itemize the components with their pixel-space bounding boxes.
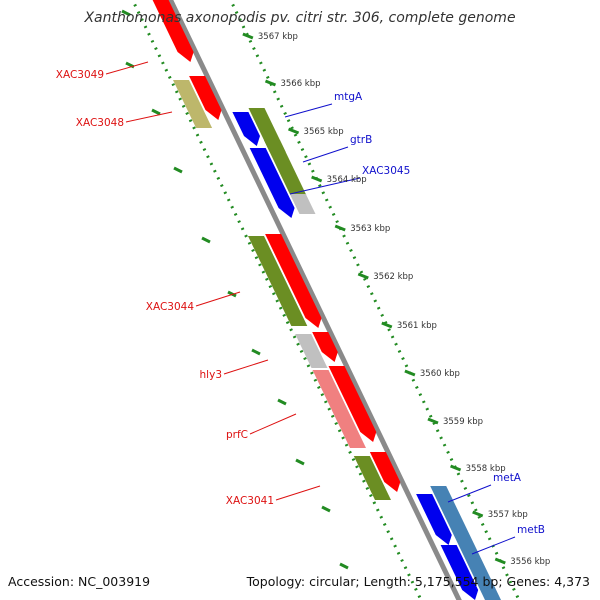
leader-line <box>249 413 297 435</box>
inner-tick <box>121 9 131 17</box>
scale-tick-label: 3558 kbp <box>466 464 506 474</box>
gene-red <box>328 366 377 442</box>
scale-tick <box>357 272 369 280</box>
scale-tick-label: 3566 kbp <box>280 79 320 89</box>
scale-tick <box>264 79 277 87</box>
inner-tick <box>151 108 161 116</box>
gene-red-long <box>265 234 322 328</box>
gene-xac3044 <box>248 236 308 326</box>
gene-red <box>189 76 222 120</box>
leader-line <box>223 359 269 375</box>
label-leaders <box>105 61 516 555</box>
leader-line <box>105 61 149 75</box>
scale-tick-label: 3560 kbp <box>420 369 460 379</box>
inner-tick <box>277 398 287 406</box>
forward-gene-label: metA <box>493 472 522 484</box>
scale-tick <box>288 127 300 135</box>
accession-label: Accession: NC_003919 <box>8 574 151 589</box>
scale-tick <box>494 557 506 565</box>
gene-meta <box>430 486 501 600</box>
inner-tick <box>339 562 349 570</box>
scale-tick-label: 3561 kbp <box>397 321 437 331</box>
scale-tick-label: 3556 kbp <box>510 557 550 567</box>
scale-tick-label: 3557 kbp <box>488 510 528 520</box>
reverse-gene-label: XAC3048 <box>76 117 124 129</box>
scale-tick-label: 3559 kbp <box>443 417 483 427</box>
leader-line <box>275 485 321 501</box>
forward-gene-label: XAC3045 <box>362 165 410 177</box>
reverse-gene-label: XAC3044 <box>146 301 195 313</box>
leader-line <box>284 103 333 118</box>
genome-summary: Topology: circular; Length: 5,175,554 bp… <box>246 574 590 589</box>
inner-tick <box>295 458 305 466</box>
genome-backbone <box>167 0 462 600</box>
gene-hly3 <box>295 334 328 368</box>
leader-line <box>471 536 516 555</box>
scale-tick-label: 3564 kbp <box>327 175 367 185</box>
leader-line <box>289 177 361 195</box>
reverse-gene-label: XAC3041 <box>226 495 274 507</box>
gene-blue <box>232 112 260 146</box>
map-title: Xanthomonas axonopodis pv. citri str. 30… <box>84 10 516 26</box>
labels: 3567 kbp 3566 kbp 3565 kbp 3564 kbp 3563 kbp… <box>56 32 551 567</box>
scale-tick-label: 3567 kbp <box>258 32 298 42</box>
backbone-line <box>167 0 462 600</box>
scale-tick-label: 3562 kbp <box>373 272 413 282</box>
forward-gene-label: mtgA <box>334 91 363 103</box>
scale-tick <box>242 32 254 40</box>
inner-tick <box>173 166 183 174</box>
reverse-gene-label: hly3 <box>200 369 222 381</box>
scale-tick <box>404 369 416 377</box>
scale-tick <box>381 321 393 329</box>
gene-metb <box>440 545 479 600</box>
reverse-gene-label: XAC3049 <box>56 69 104 81</box>
reverse-gene-label: prfC <box>226 429 248 441</box>
gene-blue <box>416 494 452 545</box>
inner-tick <box>321 505 331 513</box>
scale-ticks <box>121 9 506 570</box>
forward-gene-label: metB <box>517 524 545 536</box>
outer-guide-line <box>228 0 521 600</box>
gene-gtrb <box>263 140 307 195</box>
inner-tick <box>227 290 237 298</box>
leader-line <box>195 291 241 307</box>
scale-tick <box>311 175 323 183</box>
gene-red-top <box>152 0 194 62</box>
gene-red <box>369 452 401 492</box>
gene-prfc <box>312 370 366 448</box>
gene-red <box>312 332 338 362</box>
scale-tick <box>427 417 439 425</box>
gene-features <box>152 0 501 600</box>
scale-tick-label: 3563 kbp <box>350 224 390 234</box>
gene-xac3041 <box>353 456 391 500</box>
inner-tick <box>251 348 261 356</box>
leader-line <box>302 146 349 163</box>
leader-line <box>447 484 492 503</box>
inner-guide-line <box>130 0 423 600</box>
scale-tick <box>334 224 346 232</box>
scale-tick-label: 3565 kbp <box>304 127 344 137</box>
inner-tick <box>201 236 211 244</box>
scale-tick <box>450 464 462 472</box>
gene-blue-long <box>249 148 295 218</box>
scale-tick <box>472 510 484 518</box>
forward-gene-label: gtrB <box>350 134 372 146</box>
leader-line <box>125 111 173 123</box>
gene-xac3048 <box>173 80 213 128</box>
gene-xac3045 <box>289 194 316 214</box>
